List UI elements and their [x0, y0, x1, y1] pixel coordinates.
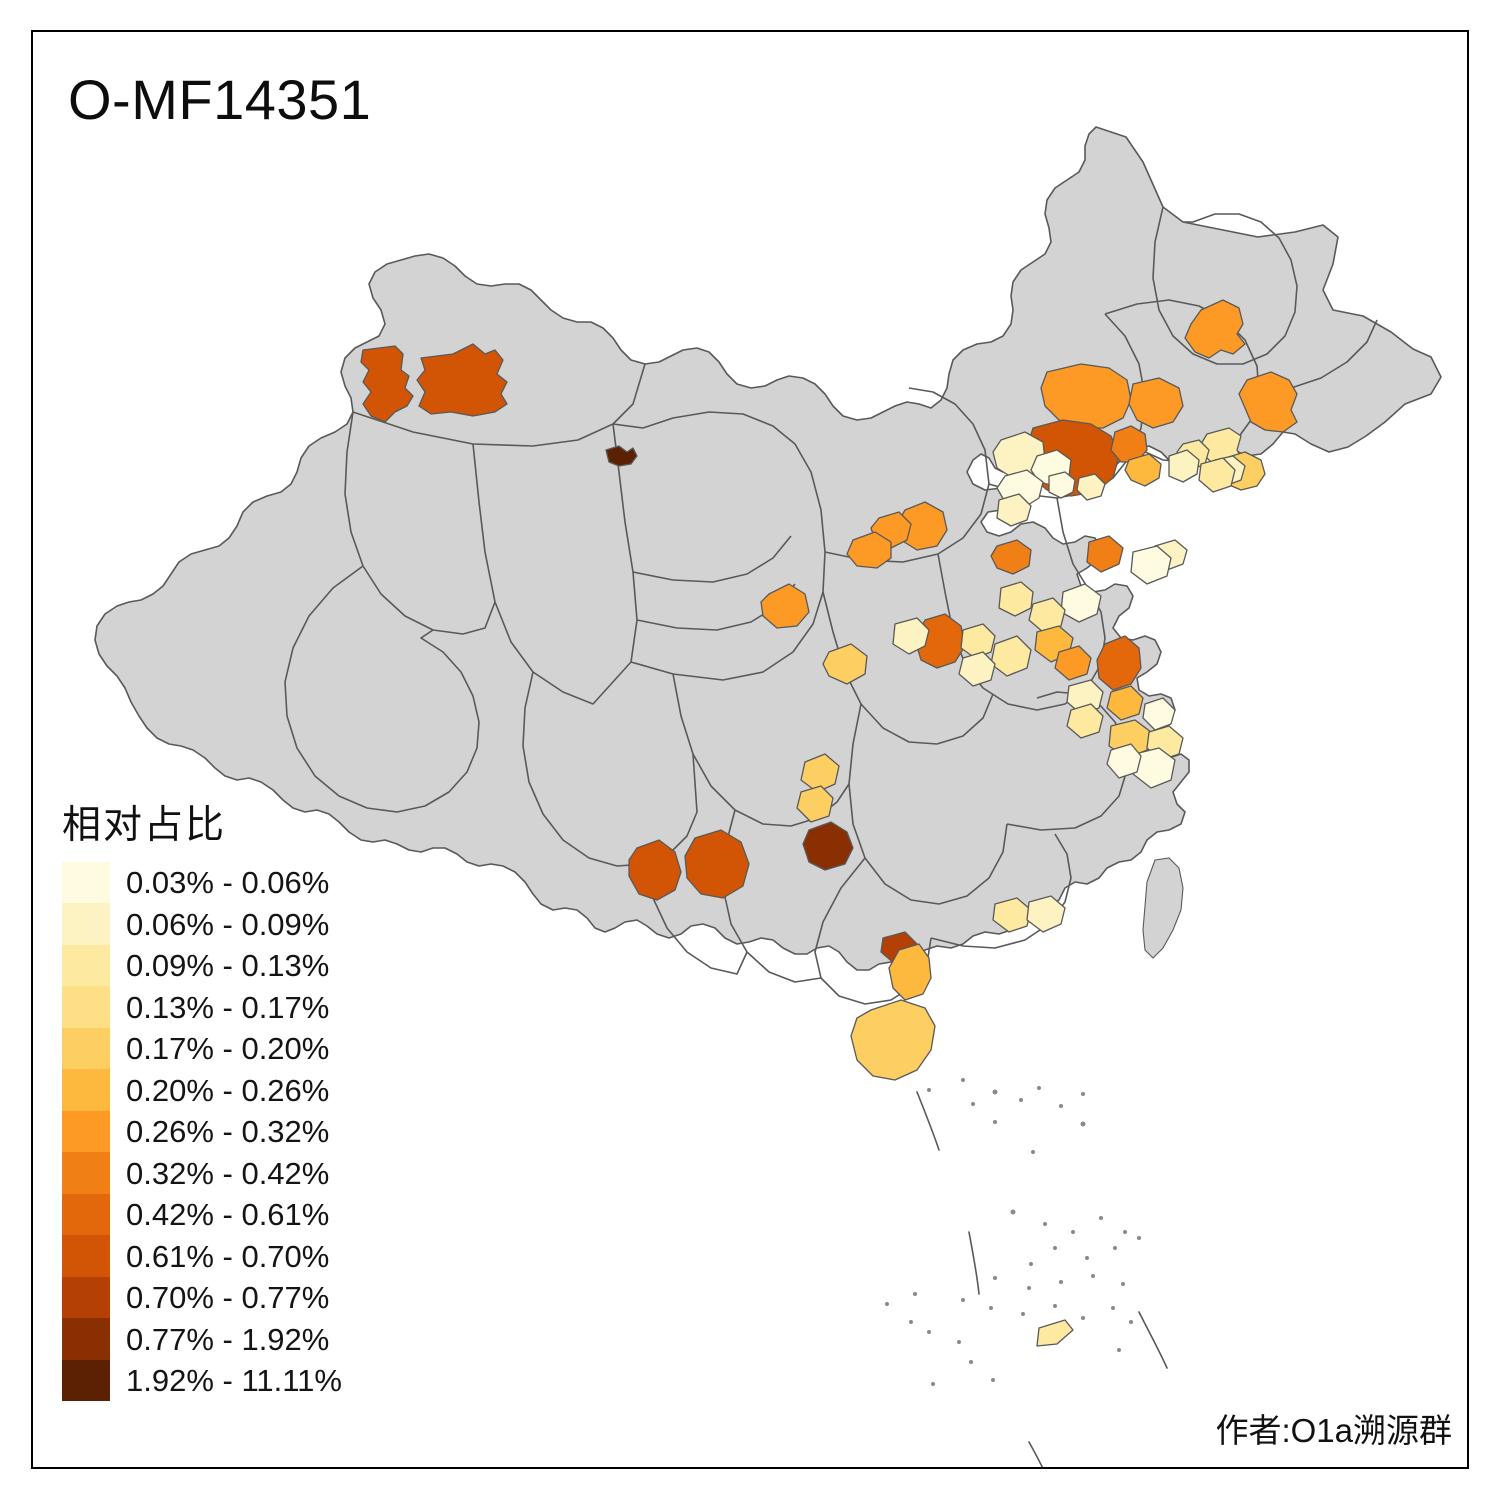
region-guangzhou — [992, 897, 1032, 933]
region-tangshan — [1076, 473, 1106, 501]
region-chifeng — [1040, 363, 1132, 429]
legend-label: 0.42% - 0.61% — [126, 1197, 330, 1233]
nine-dash-line — [916, 1091, 1168, 1467]
legend-label: 0.70% - 0.77% — [126, 1280, 330, 1316]
legend-swatch — [62, 1193, 110, 1236]
region-shenyang — [1168, 449, 1200, 483]
legend-swatch — [62, 1110, 110, 1153]
legend-label: 0.17% - 0.20% — [126, 1031, 330, 1067]
legend-swatch — [62, 1152, 110, 1194]
region-enshi — [796, 785, 834, 823]
legend-swatch — [62, 1069, 110, 1111]
region-dali — [684, 829, 750, 899]
region-yantai — [1198, 457, 1236, 493]
legend-item: 0.17% - 0.20% — [62, 1027, 402, 1070]
region-suzhou-city — [1142, 697, 1176, 731]
region-lanzhou — [822, 643, 868, 685]
region-jinzhou — [1124, 453, 1162, 487]
legend-item: 0.70% - 0.77% — [62, 1276, 402, 1319]
region-hefei — [1066, 679, 1104, 715]
legend-title: 相对占比 — [62, 804, 227, 847]
region-haixi — [605, 445, 638, 467]
legend-label: 0.03% - 0.06% — [126, 865, 330, 901]
legend-item: 0.09% - 0.13% — [62, 944, 402, 987]
colored-prefectures — [360, 299, 1298, 1081]
region-weinan — [892, 617, 930, 655]
legend-label: 0.06% - 0.09% — [126, 906, 330, 942]
legend-label: 0.26% - 0.32% — [126, 1114, 330, 1150]
legend-item: 1.92% - 11.11% — [62, 1359, 402, 1402]
legend-item: 0.32% - 0.42% — [62, 1152, 402, 1194]
region-altay — [416, 343, 508, 417]
legend-swatch — [62, 1235, 110, 1277]
region-yulin — [846, 531, 892, 569]
region-jinan — [1086, 535, 1124, 573]
legend-item: 0.03% - 0.06% — [62, 861, 402, 904]
legend-item: 0.06% - 0.09% — [62, 903, 402, 945]
region-taiwan — [1142, 857, 1184, 959]
region-beijing — [1048, 471, 1076, 499]
legend-item: 0.61% - 0.70% — [62, 1235, 402, 1277]
legend-swatch — [62, 986, 110, 1028]
region-yichang — [800, 753, 840, 793]
region-shijiazhuang — [996, 493, 1032, 527]
legend-item: 0.26% - 0.32% — [62, 1110, 402, 1153]
legend-swatch — [62, 944, 110, 987]
attribution-text: 作者:O1a溯源群 — [1215, 1412, 1452, 1449]
region-weifang — [1130, 545, 1172, 585]
choropleth-map: .b { fill:#d3d3d3; stroke:#595959; strok… — [33, 32, 1467, 1467]
legend-item: 0.42% - 0.61% — [62, 1193, 402, 1236]
region-shenzhen — [1026, 895, 1066, 933]
region-chongqing — [802, 821, 854, 871]
legend-label: 1.92% - 11.11% — [126, 1363, 342, 1399]
legend: 相对占比 0.03% - 0.06% 0.06% - 0.09% 0.09% -… — [62, 804, 402, 1402]
region-anqing — [1066, 703, 1104, 739]
region-luoyang — [958, 651, 996, 687]
region-taiyuan — [998, 581, 1034, 617]
region-hulunbuir — [1184, 299, 1246, 359]
region-zhangye — [760, 583, 810, 629]
page-title: O-MF14351 — [68, 68, 372, 131]
region-jinhua — [1106, 743, 1142, 779]
legend-item: 0.77% - 1.92% — [62, 1318, 402, 1360]
legend-swatch — [62, 1027, 110, 1070]
region-xian — [960, 623, 996, 659]
legend-label: 0.77% - 1.92% — [126, 1321, 330, 1357]
region-nanjing — [1106, 685, 1144, 721]
region-xuzhou — [1096, 635, 1142, 691]
legend-swatch — [62, 1276, 110, 1319]
legend-label: 0.61% - 0.70% — [126, 1238, 330, 1274]
legend-swatch — [62, 1318, 110, 1360]
region-xingan — [1238, 371, 1298, 433]
region-heze — [1028, 597, 1066, 633]
region-fuyang — [1054, 645, 1092, 681]
legend-item: 0.20% - 0.26% — [62, 1069, 402, 1111]
legend-item: 0.13% - 0.17% — [62, 986, 402, 1028]
region-datong — [990, 539, 1032, 575]
south-china-sea-islets — [885, 1078, 1141, 1386]
region-tongliao — [1128, 377, 1184, 429]
region-tacheng — [360, 345, 414, 423]
region-beihai — [888, 943, 932, 1001]
legend-label: 0.32% - 0.42% — [126, 1155, 330, 1191]
legend-swatch — [62, 1359, 110, 1402]
region-haikou — [850, 999, 936, 1081]
legend-label: 0.13% - 0.17% — [126, 989, 330, 1025]
region-baoshan — [628, 839, 682, 901]
legend-swatch — [62, 861, 110, 904]
legend-swatch — [62, 903, 110, 945]
legend-label: 0.09% - 0.13% — [126, 948, 330, 984]
legend-label: 0.20% - 0.26% — [126, 1072, 330, 1108]
region-sansha — [1036, 1319, 1074, 1347]
